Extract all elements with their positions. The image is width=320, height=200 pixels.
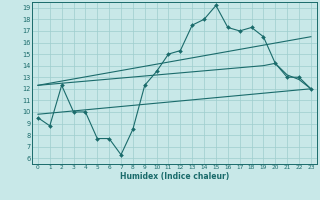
- X-axis label: Humidex (Indice chaleur): Humidex (Indice chaleur): [120, 172, 229, 181]
